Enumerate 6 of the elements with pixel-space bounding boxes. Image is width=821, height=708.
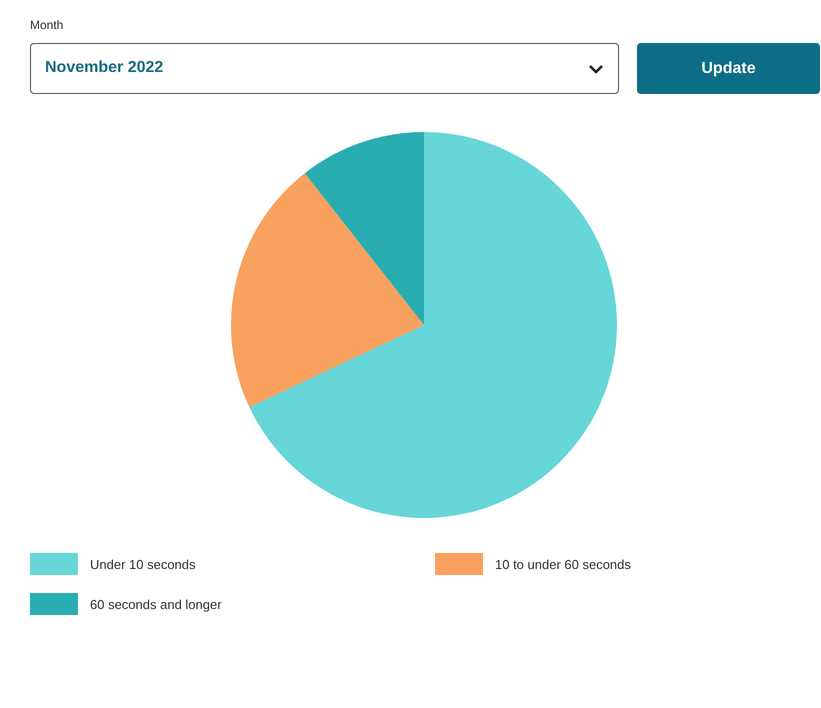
legend-label: Under 10 seconds <box>90 556 196 572</box>
legend-label: 10 to under 60 seconds <box>495 556 631 572</box>
text: Month <box>30 18 64 32</box>
legend-label: 60 seconds and longer <box>90 596 222 612</box>
update-button: Update <box>637 43 820 94</box>
month-select: November 2022 <box>30 43 619 94</box>
